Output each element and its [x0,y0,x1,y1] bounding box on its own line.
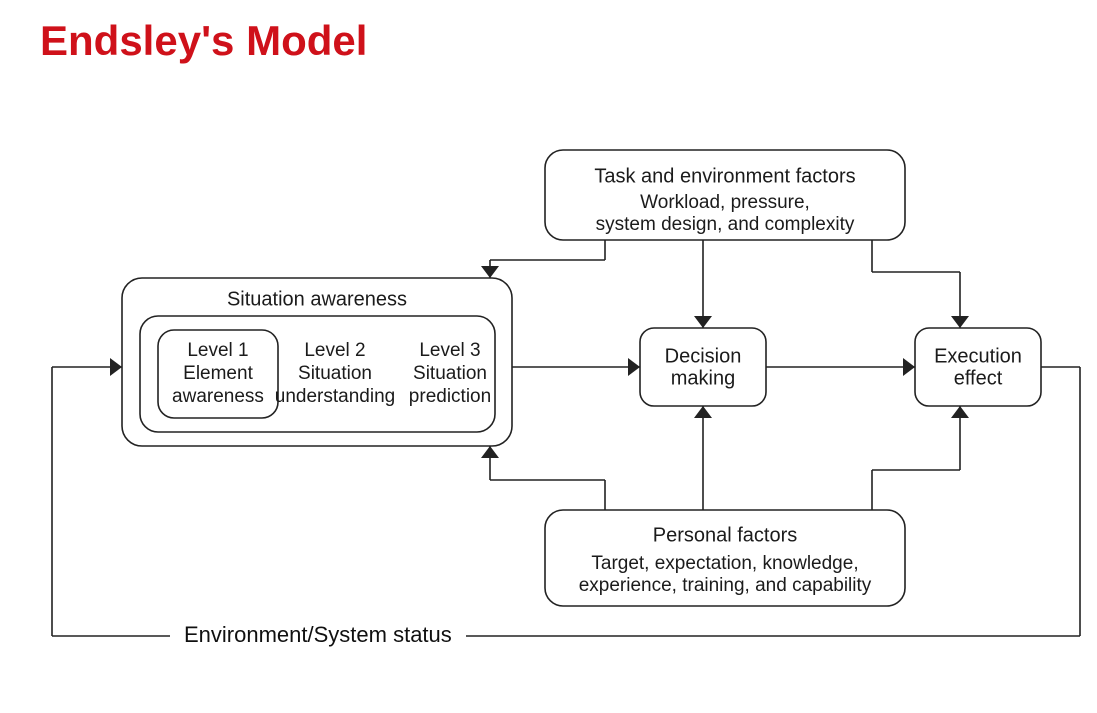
level2-line-2: understanding [275,386,395,407]
execution-line-1: effect [954,367,1003,389]
diagram-stage: Endsley's Model Task and environment fac… [0,0,1097,713]
task-env-line-0: Task and environment factors [594,165,855,187]
decision-line-1: making [671,367,735,389]
personal-line-1: Target, expectation, knowledge, [591,553,858,574]
level3-line-0: Level 3 [419,340,480,361]
level2-line-0: Level 2 [304,340,365,361]
sa-title: Situation awareness [227,288,407,310]
level1-line-1: Element [183,363,253,384]
personal-line-0: Personal factors [653,524,798,546]
level2-line-1: Situation [298,363,372,384]
level3-line-2: prediction [409,386,491,407]
level3-line-1: Situation [413,363,487,384]
diagram-svg: Task and environment factors Workload, pr… [0,0,1097,713]
task-env-line-1: Workload, pressure, [640,192,810,213]
level1-line-0: Level 1 [187,340,248,361]
level1-line-2: awareness [172,386,264,407]
decision-line-0: Decision [665,345,742,367]
environment-status-label: Environment/System status [170,618,466,652]
personal-line-2: experience, training, and capability [579,575,872,596]
execution-line-0: Execution [934,345,1022,367]
task-env-line-2: system design, and complexity [596,214,855,235]
